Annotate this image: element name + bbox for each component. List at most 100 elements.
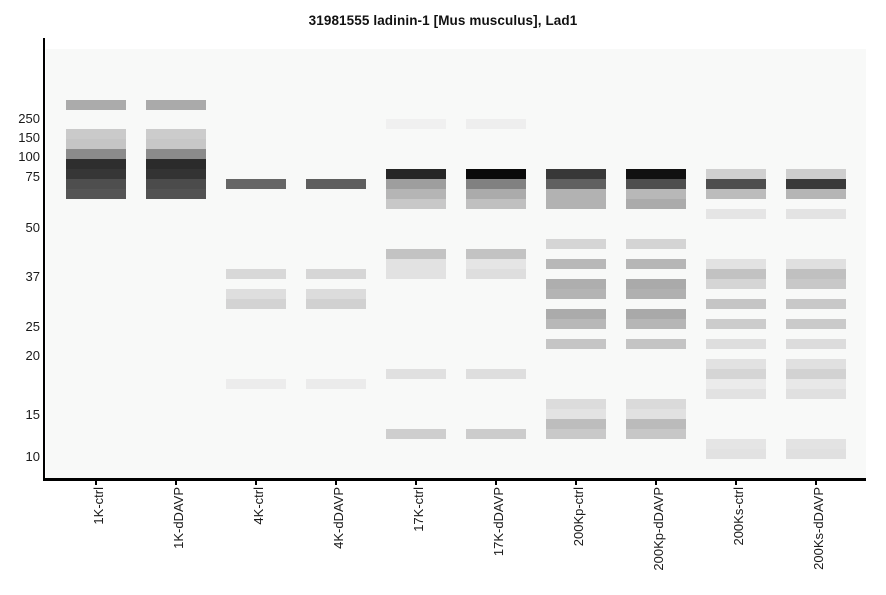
gel-band bbox=[546, 319, 606, 329]
gel-band bbox=[386, 259, 446, 269]
x-tick-mark bbox=[815, 481, 817, 485]
gel-band bbox=[626, 429, 686, 439]
gel-band bbox=[786, 269, 846, 279]
gel-band bbox=[466, 119, 526, 129]
gel-band bbox=[706, 209, 766, 219]
gel-band bbox=[786, 259, 846, 269]
gel-band bbox=[626, 399, 686, 409]
gel-band bbox=[466, 429, 526, 439]
gel-band bbox=[146, 129, 206, 139]
gel-band bbox=[66, 159, 126, 169]
gel-band bbox=[626, 339, 686, 349]
gel-band bbox=[626, 239, 686, 249]
y-tick-label-50: 50 bbox=[25, 219, 40, 235]
x-tick-label-4K-dDAVP: 4K-dDAVP bbox=[331, 487, 346, 549]
gel-band bbox=[626, 279, 686, 289]
gel-band bbox=[546, 339, 606, 349]
gel-band bbox=[146, 169, 206, 179]
gel-band bbox=[386, 429, 446, 439]
x-tick-mark bbox=[415, 481, 417, 485]
gel-band bbox=[386, 179, 446, 189]
gel-band bbox=[706, 269, 766, 279]
gel-band bbox=[546, 199, 606, 209]
x-tick-mark bbox=[495, 481, 497, 485]
gel-band bbox=[466, 259, 526, 269]
gel-band bbox=[786, 379, 846, 389]
gel-band bbox=[386, 369, 446, 379]
gel-band bbox=[706, 389, 766, 399]
gel-band bbox=[786, 339, 846, 349]
gel-band bbox=[66, 139, 126, 149]
gel-band bbox=[706, 379, 766, 389]
y-tick-label-10: 10 bbox=[25, 448, 40, 464]
gel-band bbox=[66, 169, 126, 179]
gel-band bbox=[386, 269, 446, 279]
gel-band bbox=[386, 119, 446, 129]
y-tick-label-15: 15 bbox=[25, 406, 40, 422]
gel-band bbox=[546, 429, 606, 439]
y-tick-label-150: 150 bbox=[18, 129, 40, 145]
gel-band bbox=[546, 409, 606, 419]
gel-band bbox=[706, 299, 766, 309]
x-tick-label-200Ks-ctrl: 200Ks-ctrl bbox=[731, 487, 746, 546]
gel-band bbox=[626, 259, 686, 269]
x-tick-mark bbox=[95, 481, 97, 485]
gel-band bbox=[146, 100, 206, 110]
gel-band bbox=[146, 159, 206, 169]
gel-band bbox=[306, 379, 366, 389]
gel-band bbox=[146, 149, 206, 159]
gel-band bbox=[466, 369, 526, 379]
gel-band bbox=[146, 179, 206, 189]
gel-band bbox=[66, 179, 126, 189]
gel-band bbox=[786, 389, 846, 399]
gel-band bbox=[786, 319, 846, 329]
x-axis-line bbox=[43, 478, 866, 481]
gel-band bbox=[786, 299, 846, 309]
gel-band bbox=[786, 179, 846, 189]
gel-band bbox=[706, 169, 766, 179]
y-tick-label-75: 75 bbox=[25, 168, 40, 184]
gel-band bbox=[66, 129, 126, 139]
gel-band bbox=[226, 269, 286, 279]
gel-band bbox=[306, 289, 366, 299]
gel-band bbox=[786, 449, 846, 459]
gel-band bbox=[546, 169, 606, 179]
gel-band bbox=[786, 189, 846, 199]
gel-band bbox=[226, 379, 286, 389]
gel-band bbox=[466, 269, 526, 279]
y-tick-label-100: 100 bbox=[18, 148, 40, 164]
gel-band bbox=[706, 369, 766, 379]
gel-band bbox=[546, 419, 606, 429]
gel-band bbox=[546, 259, 606, 269]
x-tick-label-1K-dDAVP: 1K-dDAVP bbox=[171, 487, 186, 549]
gel-band bbox=[786, 439, 846, 449]
gel-band bbox=[306, 299, 366, 309]
x-tick-label-200Kp-dDAVP: 200Kp-dDAVP bbox=[651, 487, 666, 571]
gel-band bbox=[386, 249, 446, 259]
x-tick-mark bbox=[735, 481, 737, 485]
gel-band bbox=[626, 169, 686, 179]
gel-band bbox=[66, 189, 126, 199]
gel-band bbox=[706, 449, 766, 459]
gel-band bbox=[706, 439, 766, 449]
gel-band bbox=[786, 209, 846, 219]
gel-band bbox=[386, 189, 446, 199]
gel-band bbox=[466, 189, 526, 199]
gel-band bbox=[146, 139, 206, 149]
x-tick-label-17K-ctrl: 17K-ctrl bbox=[411, 487, 426, 532]
x-tick-mark bbox=[255, 481, 257, 485]
gel-band bbox=[626, 289, 686, 299]
gel-band bbox=[466, 179, 526, 189]
gel-band bbox=[786, 169, 846, 179]
y-tick-label-25: 25 bbox=[25, 318, 40, 334]
gel-band bbox=[226, 289, 286, 299]
x-tick-label-4K-ctrl: 4K-ctrl bbox=[251, 487, 266, 525]
gel-band bbox=[546, 179, 606, 189]
gel-band bbox=[626, 319, 686, 329]
x-tick-label-200Kp-ctrl: 200Kp-ctrl bbox=[571, 487, 586, 547]
gel-band bbox=[706, 359, 766, 369]
x-tick-label-1K-ctrl: 1K-ctrl bbox=[91, 487, 106, 525]
gel-band bbox=[706, 259, 766, 269]
gel-band bbox=[546, 189, 606, 199]
